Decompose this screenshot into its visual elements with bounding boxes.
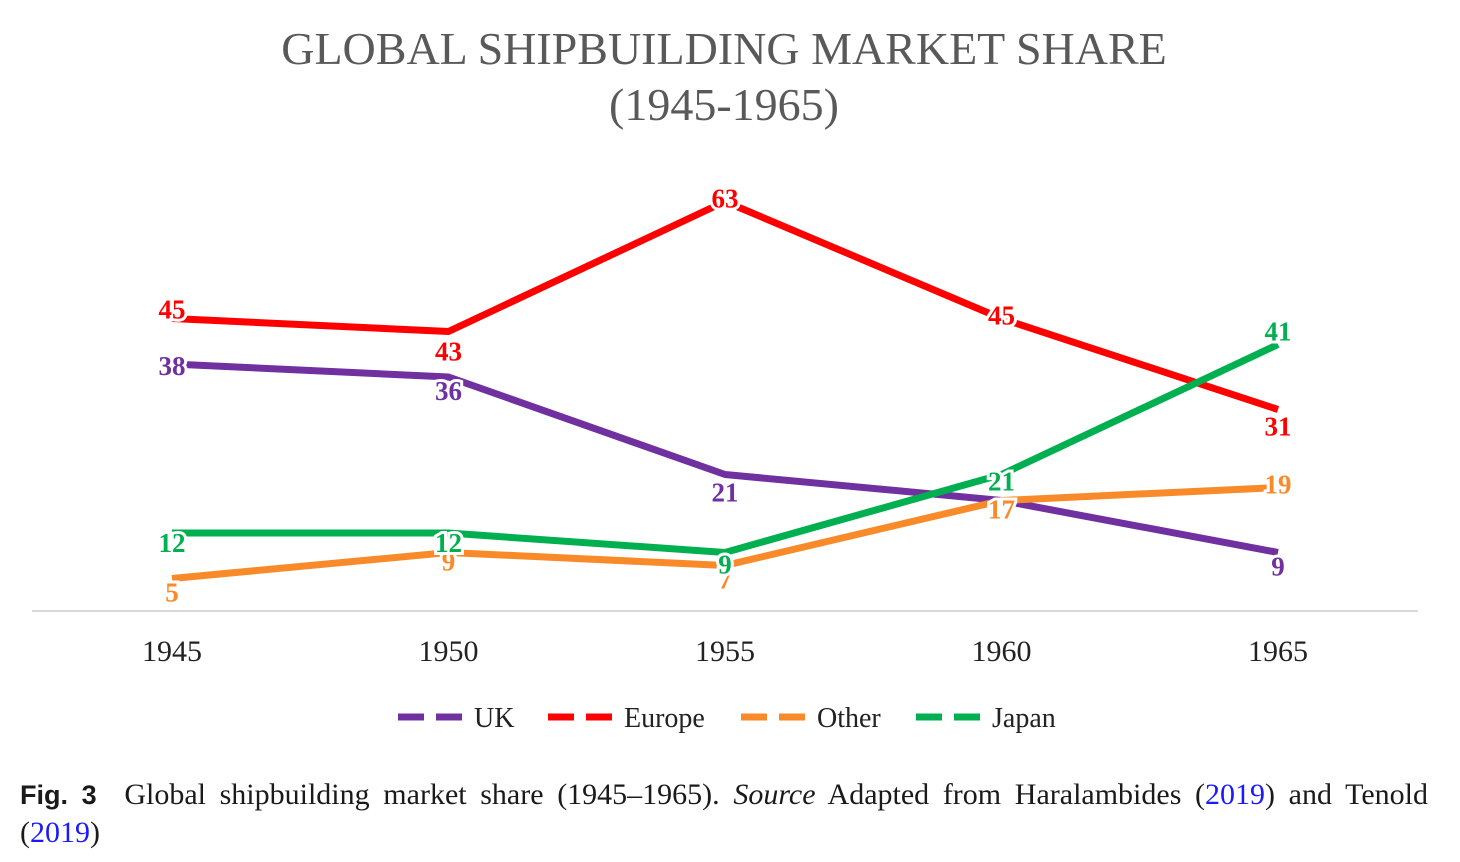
legend-label-japan: Japan [992, 703, 1056, 734]
legend-label-uk: UK [474, 703, 514, 734]
series-line-other [171, 484, 1279, 582]
chart-title: GLOBAL SHIPBUILDING MARKET SHARE [281, 23, 1167, 74]
data-label-japan-1945: 12 [159, 528, 186, 558]
data-label-japan-1950: 12 [435, 528, 462, 558]
data-label-europe-1945: 45 [159, 295, 186, 325]
data-label-other-1950: 9 [442, 547, 456, 577]
series-line-europe [171, 198, 1280, 413]
x-tick-labels: 1945 1950 1955 1960 1965 [142, 635, 1308, 668]
data-label-other-1945: 5 [165, 578, 179, 608]
x-tick-label-1945: 1945 [142, 635, 202, 668]
caption-source-label: Source [733, 778, 816, 811]
caption-text: Global shipbuilding market share (1945–1… [124, 778, 720, 811]
series-line-uk [171, 360, 1279, 556]
data-label-japan-1955: 9 [718, 550, 732, 580]
data-label-japan-1965: 41 [1265, 317, 1292, 347]
data-label-uk-1965: 9 [1271, 552, 1285, 582]
data-label-other-1960: 17 [988, 495, 1015, 525]
chart-subtitle: (1945-1965) [609, 79, 839, 130]
data-label-uk-1945: 38 [159, 351, 186, 381]
legend: UK Europe Other Japan [398, 703, 1056, 734]
x-tick-label-1960: 1960 [972, 635, 1032, 668]
caption-text-close: ) [90, 816, 100, 849]
data-label-other-1965: 19 [1265, 470, 1292, 500]
citation-link-haralambides[interactable]: 2019 [1205, 778, 1266, 811]
figure-caption: Fig. 3 Global shipbuilding market share … [20, 776, 1428, 852]
series-layer [171, 198, 1280, 582]
legend-label-other: Other [817, 703, 881, 734]
legend-label-europe: Europe [624, 703, 705, 734]
data-label-uk-1955: 21 [712, 478, 739, 508]
line-chart: GLOBAL SHIPBUILDING MARKET SHARE (1945-1… [32, 23, 1418, 734]
x-tick-label-1950: 1950 [419, 635, 479, 668]
data-label-europe-1960: 45 [988, 301, 1015, 331]
data-label-uk-1950: 36 [435, 376, 462, 406]
figure-label: Fig. 3 [20, 780, 97, 810]
x-tick-label-1965: 1965 [1248, 635, 1308, 668]
data-label-europe-1950: 43 [435, 337, 462, 367]
data-label-japan-1960: 21 [988, 467, 1015, 497]
data-label-europe-1955: 63 [712, 184, 739, 214]
data-label-other-1955: 7 [718, 565, 732, 595]
series-line-japan [172, 341, 1280, 556]
caption-text-and: ) and Tenold ( [20, 778, 1428, 849]
data-label-europe-1965: 31 [1265, 412, 1292, 442]
caption-text-adapted: Adapted from Haralambides ( [827, 778, 1206, 811]
x-tick-label-1955: 1955 [695, 635, 755, 668]
citation-link-tenold[interactable]: 2019 [30, 816, 90, 849]
